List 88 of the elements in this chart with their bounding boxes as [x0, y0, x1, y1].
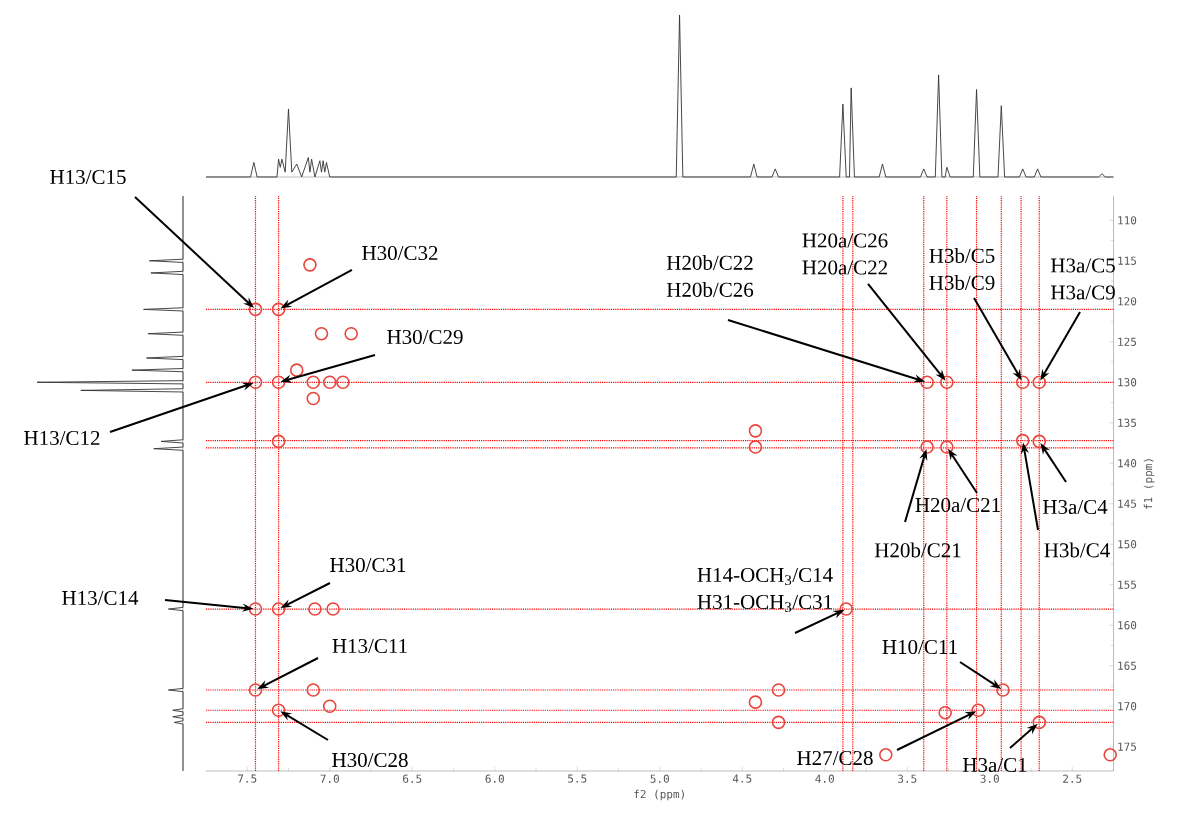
point	[322, 375, 337, 390]
point	[920, 375, 934, 390]
x-tick-label: 5.5	[568, 774, 587, 783]
point	[1032, 375, 1047, 390]
point	[271, 602, 286, 616]
annotation: H20b/C21	[874, 542, 961, 558]
annotation: H3a/C4	[1042, 499, 1108, 515]
x-tick-label: 7.5	[238, 774, 257, 783]
point	[248, 375, 263, 390]
point	[1032, 434, 1047, 449]
point	[748, 424, 763, 438]
y-tick-label: 170	[1118, 702, 1137, 711]
point	[344, 326, 358, 341]
y-tick-label: 130	[1118, 378, 1137, 387]
annotation: H3b/C5 H3b/C9	[929, 248, 995, 290]
point	[306, 683, 321, 697]
point	[303, 258, 317, 272]
annotation: H30/C29	[387, 329, 463, 345]
y-tick-label: 110	[1118, 216, 1137, 225]
point	[248, 302, 263, 317]
point	[308, 602, 322, 616]
x-tick-label: 3.5	[898, 774, 917, 783]
annotation: H13/C15	[50, 169, 126, 185]
point	[938, 705, 952, 720]
annotation: H20b/C22 H20b/C26	[666, 255, 754, 297]
point	[748, 695, 763, 709]
point	[289, 363, 304, 377]
x-tick-label: 6.0	[485, 774, 504, 783]
point	[326, 602, 340, 616]
annotation: H13/C11	[332, 638, 407, 654]
x-axis-title: f2 (ppm)	[634, 789, 684, 801]
point	[1032, 715, 1047, 730]
point	[271, 703, 286, 718]
point	[306, 375, 321, 390]
x-tick-label: 4.5	[732, 774, 752, 783]
annotation: H13/C12	[24, 430, 100, 446]
x-tick-label: 4.0	[815, 774, 834, 783]
y-tick-label: 145	[1118, 499, 1137, 508]
annotation: H27/C28	[797, 750, 873, 766]
annotation: H13/C14	[62, 590, 139, 606]
point	[1015, 375, 1030, 390]
annotation: H3b/C4	[1044, 542, 1110, 558]
y-tick-label: 165	[1118, 661, 1137, 670]
x-tick-label: 2.5	[1063, 774, 1082, 783]
x-tick-label: 5.0	[650, 774, 669, 783]
y-tick-label: 135	[1118, 418, 1137, 427]
annotation: H20a/C26 H20a/C22	[802, 233, 888, 275]
annotation: H30/C32	[362, 245, 438, 261]
point	[322, 699, 337, 714]
point	[748, 440, 763, 454]
x-tick-label: 3.0	[980, 774, 999, 783]
y-tick-label: 115	[1118, 256, 1137, 265]
y-tick-label: 120	[1118, 297, 1137, 306]
y-tick-label: 175	[1118, 742, 1137, 751]
point	[314, 326, 329, 341]
y-tick-label: 160	[1118, 621, 1137, 630]
annotation: H3a/C1	[962, 757, 1027, 773]
y-tick-label: 150	[1118, 540, 1137, 549]
point	[306, 391, 321, 406]
point	[271, 375, 286, 390]
y-axis-title: f1 (ppm)	[1143, 459, 1155, 509]
point	[771, 683, 786, 697]
point	[336, 375, 350, 390]
x-tick-label: 7.0	[320, 774, 339, 783]
annotation: H3a/C5 H3a/C9	[1050, 258, 1115, 300]
point	[879, 748, 893, 762]
point	[271, 302, 286, 317]
point	[940, 440, 954, 454]
point	[940, 375, 954, 390]
point	[996, 683, 1010, 697]
annotation: H30/C31	[330, 557, 406, 573]
point	[271, 434, 286, 449]
annotation: H10/C11	[882, 639, 957, 655]
point	[1015, 433, 1030, 448]
x-tick-label: 6.5	[403, 774, 422, 783]
point	[920, 440, 934, 454]
point	[839, 602, 853, 616]
y-tick-label: 125	[1118, 337, 1137, 346]
annotation: H20a/C21	[915, 497, 1000, 513]
point	[248, 683, 263, 697]
y-tick-label: 140	[1118, 459, 1137, 468]
annotation: H14-OCH$_{3}$/C14 H31-OCH$_{3}$/C31	[697, 567, 833, 613]
point	[771, 715, 786, 730]
annotation: H30/C28	[332, 752, 408, 768]
point	[248, 602, 263, 616]
point	[971, 703, 985, 718]
y-tick-label: 155	[1118, 580, 1137, 589]
point	[1103, 748, 1117, 762]
